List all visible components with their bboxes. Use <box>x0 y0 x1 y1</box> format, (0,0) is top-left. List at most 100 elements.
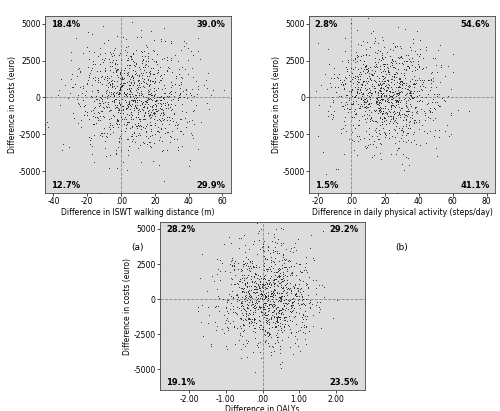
Point <box>156 73 164 80</box>
Point <box>267 282 275 289</box>
Point <box>375 87 383 93</box>
Point <box>54 87 62 93</box>
Point <box>274 319 281 325</box>
Point <box>348 101 356 107</box>
Point <box>114 77 122 84</box>
Point <box>145 112 153 118</box>
Point <box>265 264 273 270</box>
Point <box>96 97 104 104</box>
Point <box>123 92 131 99</box>
Point <box>272 269 280 275</box>
Point <box>253 286 261 292</box>
Point <box>84 64 92 70</box>
Point <box>444 62 452 69</box>
Point <box>171 81 179 87</box>
Point <box>412 77 420 83</box>
Point <box>168 40 175 47</box>
Point <box>121 97 129 103</box>
Point <box>158 106 166 113</box>
Point <box>110 98 118 104</box>
Point <box>166 117 173 124</box>
Point <box>394 92 402 98</box>
Point <box>284 305 292 312</box>
Point <box>288 270 296 276</box>
Point <box>116 75 124 82</box>
Point <box>97 74 105 80</box>
Point <box>198 302 206 309</box>
Point <box>290 262 298 269</box>
Point <box>142 41 150 48</box>
Point <box>357 83 365 90</box>
Point <box>277 240 285 246</box>
Point <box>376 97 384 104</box>
Point <box>130 97 138 104</box>
Point <box>366 140 374 147</box>
Point <box>232 310 240 317</box>
Point <box>378 57 386 63</box>
Point <box>368 90 376 97</box>
Point <box>124 81 132 88</box>
Point <box>406 83 413 90</box>
Point <box>141 116 149 123</box>
Point <box>296 348 304 354</box>
Point <box>388 93 396 100</box>
Point <box>350 100 358 107</box>
Point <box>213 285 221 292</box>
Point <box>254 292 262 298</box>
Point <box>271 302 279 308</box>
Point <box>395 125 403 132</box>
Point <box>279 311 287 318</box>
Point <box>254 230 262 237</box>
Point <box>238 267 246 274</box>
Point <box>267 314 275 321</box>
Point <box>372 79 380 85</box>
Point <box>262 332 270 339</box>
Point <box>272 268 280 275</box>
Point <box>405 90 413 96</box>
Point <box>108 124 116 130</box>
Point <box>262 294 270 300</box>
Point <box>106 67 114 73</box>
Point <box>282 314 290 320</box>
Point <box>229 318 237 324</box>
Point <box>131 91 139 98</box>
Point <box>94 79 102 85</box>
Point <box>232 291 240 298</box>
Point <box>95 102 103 109</box>
Point <box>419 55 427 62</box>
Point <box>128 116 136 122</box>
Point <box>160 94 168 100</box>
Point <box>142 109 150 115</box>
Point <box>385 93 393 100</box>
Point <box>86 74 94 81</box>
Point <box>238 294 246 300</box>
Point <box>118 67 126 74</box>
Point <box>210 304 218 310</box>
Point <box>296 286 304 293</box>
Point <box>376 150 384 157</box>
Point <box>228 303 236 309</box>
Point <box>360 58 368 64</box>
Point <box>372 73 380 79</box>
Point <box>259 302 267 309</box>
Point <box>244 272 252 279</box>
Point <box>366 87 374 94</box>
Point <box>415 125 423 132</box>
Point <box>376 48 384 54</box>
Point <box>120 70 128 76</box>
Point <box>278 275 285 282</box>
Point <box>372 132 380 139</box>
Point <box>152 127 160 134</box>
Point <box>278 277 286 284</box>
Point <box>93 114 101 121</box>
Point <box>102 90 110 97</box>
Point <box>252 271 260 277</box>
Point <box>264 305 272 311</box>
Point <box>278 226 286 232</box>
Point <box>404 155 412 161</box>
Point <box>232 258 239 265</box>
Point <box>408 112 416 119</box>
Point <box>433 90 441 97</box>
Point <box>138 100 146 106</box>
Point <box>432 144 440 151</box>
